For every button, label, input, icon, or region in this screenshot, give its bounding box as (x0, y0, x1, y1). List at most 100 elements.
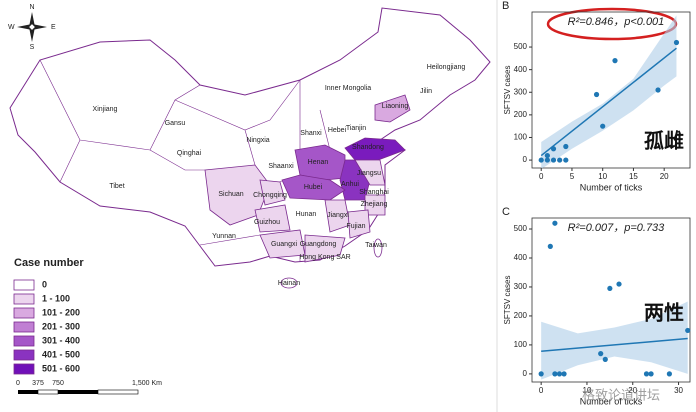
province-label: Hunan (296, 211, 317, 218)
data-point (648, 371, 654, 377)
data-point (550, 157, 557, 163)
data-point (616, 281, 622, 287)
province-label: Heilongjiang (427, 64, 466, 71)
province-label: Gansu (165, 120, 186, 127)
data-point (556, 371, 563, 377)
province-region (354, 159, 386, 186)
data-point (612, 58, 618, 64)
province-label: Guizhou (254, 219, 280, 226)
province-label: Anhui (341, 181, 359, 188)
province-region (373, 238, 383, 258)
data-point (685, 327, 691, 334)
data-point (655, 87, 661, 93)
legend-label: 101 - 200 (42, 307, 80, 317)
panel-tag: 两性 (644, 301, 684, 324)
legend-swatch (13, 363, 35, 375)
x-tick-label: 5 (570, 172, 575, 181)
y-tick-label: 200 (514, 311, 528, 320)
data-point (598, 351, 604, 357)
confidence-band (541, 301, 688, 380)
legend-swatch (13, 335, 35, 347)
panel-tag: 孤雌 (644, 128, 684, 152)
data-point (602, 356, 608, 362)
province-label: Shanxi (300, 130, 322, 137)
province-label: Hebei (328, 127, 347, 134)
scale-label: 375 (32, 380, 44, 387)
data-point (550, 146, 557, 152)
legend-swatch (13, 349, 35, 361)
province-region (374, 94, 411, 123)
data-point (593, 91, 600, 98)
fit-line (541, 337, 688, 353)
province-label: Shanghai (359, 189, 389, 196)
legend-swatch (13, 307, 35, 319)
legend-label: 201 - 300 (42, 321, 80, 331)
data-point (547, 243, 553, 249)
annotation: R²=0.846，p<0.001 (568, 16, 665, 28)
data-point (673, 39, 680, 46)
scale-label: 0 (16, 380, 20, 387)
legend-label: 1 - 100 (42, 293, 70, 303)
province-label: Tibet (109, 183, 124, 190)
data-point (552, 220, 558, 226)
chart-panel: C 0 100 200 300 400 500 0 10 20 30 Number of ticks S… (502, 206, 691, 406)
x-tick-label: 20 (660, 172, 669, 181)
province-label: Jiangsu (357, 170, 381, 177)
y-tick-label: 300 (514, 87, 528, 96)
y-tick-label: 300 (514, 282, 528, 291)
plot-area (531, 217, 691, 383)
panel-label: C (502, 206, 510, 218)
y-tick-label: 200 (514, 110, 528, 119)
province-label: Shaanxi (268, 163, 294, 170)
legend-swatch (13, 279, 35, 291)
compass-label: N (29, 4, 34, 11)
y-axis-label: SFTSV cases (503, 66, 512, 115)
province-label: Fujian (346, 223, 365, 230)
data-point (666, 371, 672, 377)
data-point (563, 157, 569, 163)
x-axis-label: Number of ticks (580, 182, 643, 192)
province-region (280, 277, 298, 289)
province-region (364, 194, 386, 216)
watermark: 格致论道讲坛 (582, 387, 660, 402)
y-tick-label: 500 (514, 42, 528, 51)
fit-line (540, 47, 677, 157)
y-tick-label: 500 (514, 224, 528, 233)
compass-label: W (8, 24, 15, 31)
x-tick-label: 15 (629, 172, 638, 181)
legend-label: 401 - 500 (42, 349, 80, 359)
y-tick-label: 0 (523, 369, 528, 378)
compass-label: E (51, 24, 56, 31)
province-label: Hubei (304, 184, 323, 191)
scale-label: 750 (52, 380, 64, 387)
data-point (538, 157, 544, 163)
province-label: Chongqing (253, 192, 287, 199)
x-tick-label: 20 (628, 386, 637, 395)
province-region (304, 234, 346, 263)
scale-bar: 0 375 750 1,500 Km (16, 380, 162, 395)
province-label: Hong Kong SAR (299, 254, 350, 261)
province-label: Inner Mongolia (325, 85, 371, 92)
data-point (557, 157, 563, 163)
plot-area (531, 11, 691, 169)
y-tick-label: 100 (514, 340, 528, 349)
x-tick-label: 30 (674, 386, 683, 395)
compass: N E S W (8, 4, 56, 51)
x-tick-label: 0 (539, 386, 544, 395)
legend-title: Case number (14, 257, 84, 269)
y-axis-label: SFTSV cases (503, 276, 512, 325)
province-label: Sichuan (218, 191, 243, 198)
data-point (600, 123, 606, 129)
x-axis-label: Number of ticks (580, 396, 643, 406)
province-label: Guangdong (300, 241, 337, 248)
province-label: Tianjin (346, 125, 366, 132)
x-tick-label: 10 (598, 172, 607, 181)
x-tick-label: 0 (539, 172, 544, 181)
legend-swatch (13, 293, 35, 305)
legend-label: 0 (42, 279, 47, 289)
legend-label: 301 - 400 (42, 335, 80, 345)
legend-swatch (13, 321, 35, 333)
province-label: Jiangxi (327, 212, 349, 219)
province-label: Ningxia (246, 137, 269, 144)
